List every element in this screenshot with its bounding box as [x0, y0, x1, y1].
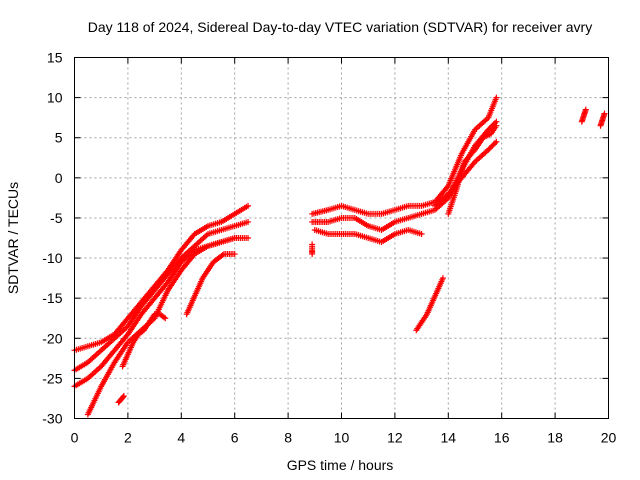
y-axis-label: SDTVAR / TECUs [5, 182, 21, 294]
x-tick-label: 6 [231, 430, 239, 446]
data-point [486, 145, 493, 152]
data-point [309, 251, 316, 258]
y-tick-label: -15 [42, 290, 62, 306]
y-tick-label: 5 [55, 130, 63, 146]
x-tick-label: 20 [601, 430, 617, 446]
data-point [490, 141, 497, 148]
data-point [231, 235, 238, 241]
y-tick-label: -10 [42, 250, 62, 266]
grid [74, 57, 609, 419]
data-point [439, 275, 446, 282]
series-track-a [71, 202, 252, 354]
x-tick-label: 10 [334, 430, 350, 446]
x-tick-label: 8 [284, 430, 292, 446]
data-point [231, 251, 238, 258]
data-point [485, 146, 492, 153]
y-tick-label: -30 [42, 411, 62, 427]
x-tick-label: 14 [441, 430, 457, 446]
y-tick-label: -5 [50, 210, 63, 226]
data-point [160, 314, 167, 321]
x-axis-label: GPS time / hours [287, 457, 394, 473]
data-point [582, 106, 589, 113]
y-tick-label: 10 [47, 90, 63, 106]
y-tick-label: -20 [42, 330, 62, 346]
data-point [493, 138, 500, 145]
data-point [493, 122, 500, 129]
series-track-p [597, 110, 608, 129]
data-point [485, 126, 492, 133]
data-point [489, 142, 496, 149]
series-track-o [578, 106, 589, 125]
plot-frame [74, 57, 609, 419]
series-track-i [309, 94, 500, 217]
data-point [162, 315, 169, 322]
x-tick-label: 2 [124, 430, 132, 446]
data-point [245, 202, 252, 209]
data-point [219, 252, 226, 259]
series-track-h [309, 241, 316, 258]
x-tick-label: 12 [387, 430, 403, 446]
data-point [493, 94, 500, 101]
data-point [601, 110, 608, 117]
x-tick-label: 16 [494, 430, 510, 446]
y-tick-label: 0 [55, 170, 63, 186]
data-point [492, 140, 499, 147]
series-track-g [115, 393, 127, 406]
data-point [120, 394, 127, 401]
x-tick-label: 18 [547, 430, 563, 446]
series-track-m [445, 122, 500, 217]
tick-labels: 0 2 4 6 8 10 12 14 16 18 20 -30 -25 -20 -15 -10 -5 0 5 10 15 [42, 50, 616, 446]
series-track-k [311, 226, 425, 246]
chart-title: Day 118 of 2024, Sidereal Day-to-day VTE… [88, 19, 592, 35]
x-tick-label: 4 [177, 430, 185, 446]
data-point [245, 218, 252, 225]
data-point [488, 144, 495, 151]
x-tick-label: 0 [71, 430, 79, 446]
y-tick-label: 15 [47, 50, 63, 66]
series-track-f [183, 251, 238, 318]
data-point [120, 393, 127, 400]
data-point [245, 235, 252, 241]
series-track-n [413, 275, 446, 334]
data-points [71, 94, 608, 418]
y-tick-label: -25 [42, 370, 62, 386]
series-track-e [119, 311, 169, 370]
data-point [418, 230, 425, 237]
